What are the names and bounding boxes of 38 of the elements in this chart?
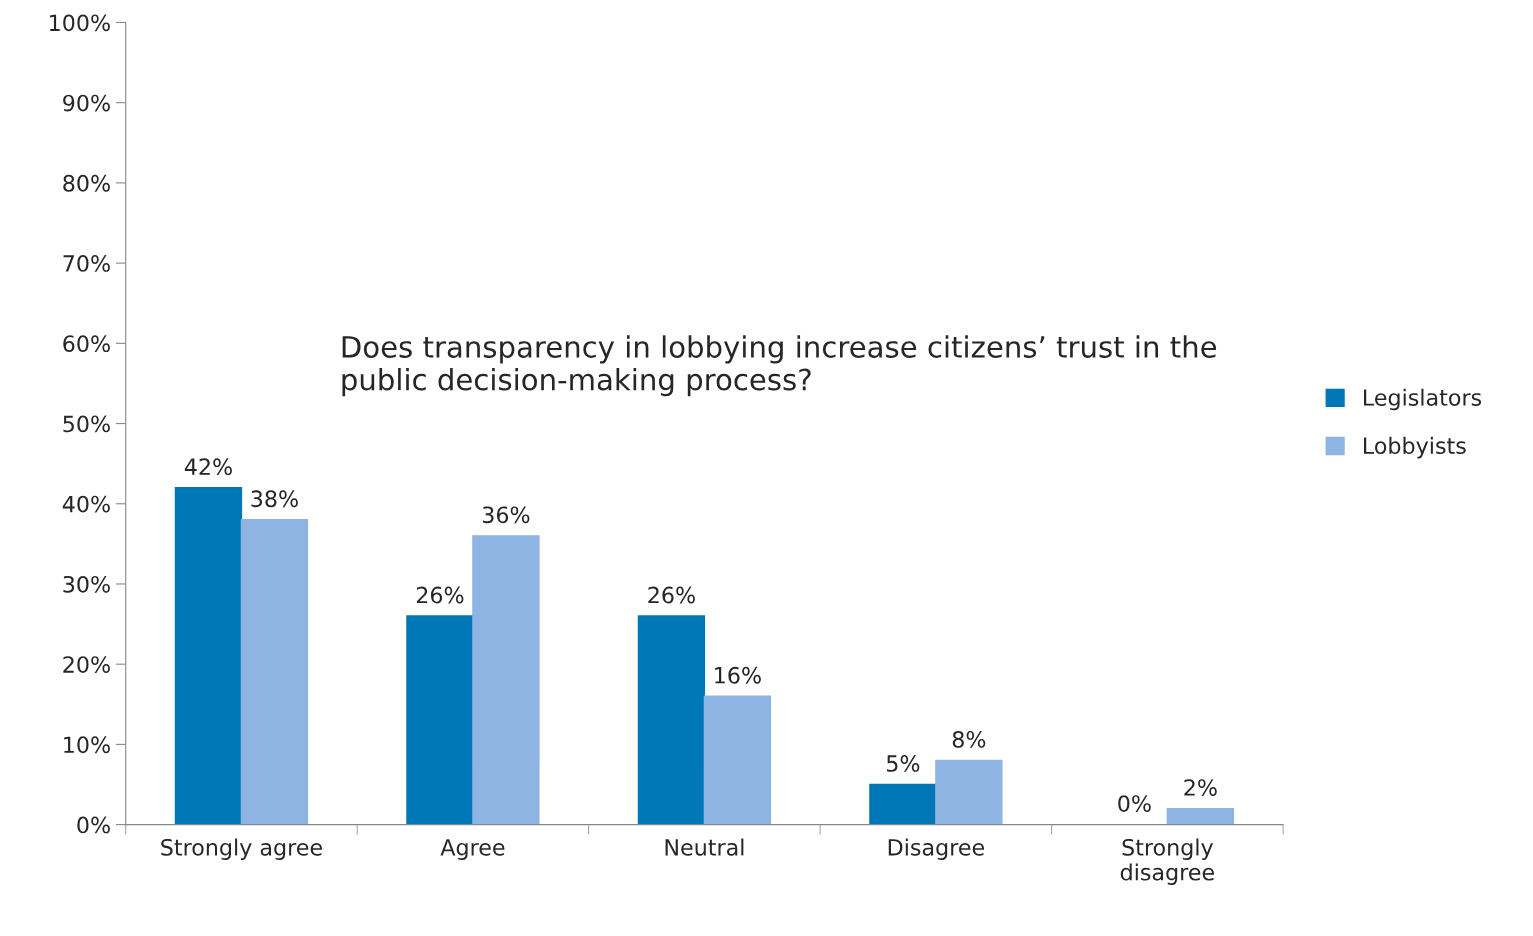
- legend-label: Legislators: [1364, 388, 1482, 411]
- y-tick-label: 20%: [63, 656, 110, 673]
- bar: [1166, 807, 1235, 825]
- y-tick-label: 0%: [77, 816, 110, 834]
- data-label: 2%: [1184, 779, 1217, 796]
- x-tick-label: Strongly disagree: [1120, 838, 1214, 885]
- bar: [174, 487, 243, 825]
- data-label: 5%: [887, 755, 920, 772]
- data-label: 16%: [715, 666, 761, 684]
- data-label: 38%: [251, 490, 298, 508]
- bar: [869, 783, 937, 825]
- x-tick-label: Strongly agree: [161, 838, 322, 861]
- bar: [406, 615, 474, 825]
- data-label: 0%: [1118, 795, 1151, 812]
- data-label: 26%: [648, 586, 695, 604]
- x-tick-label: Neutral: [665, 838, 744, 856]
- bar: [935, 759, 1003, 825]
- data-label: 36%: [482, 506, 530, 524]
- y-tick-label: 90%: [63, 94, 110, 112]
- x-tick-label: Agree: [440, 839, 505, 861]
- y-tick-label: 60%: [63, 335, 110, 353]
- bar: [472, 535, 540, 825]
- bar: [240, 519, 309, 825]
- legend-label: Lobbyists: [1364, 436, 1466, 459]
- y-tick-label: 70%: [63, 255, 110, 272]
- text: Does transparency in lobbying increase citizens’ trust in the public decision-making process?: [342, 335, 1217, 397]
- data-label: 8%: [952, 731, 986, 748]
- y-tick-label: 30%: [63, 575, 110, 593]
- y-tick-label: 100%: [50, 14, 110, 32]
- bar: [637, 615, 706, 825]
- y-tick-label: 40%: [62, 495, 110, 513]
- y-tick-label: 50%: [63, 415, 110, 433]
- y-tick-label: 10%: [64, 736, 110, 754]
- bar: [703, 695, 772, 825]
- data-label: 42%: [184, 458, 232, 476]
- data-label: 26%: [416, 586, 464, 604]
- x-tick-label: Disagree: [888, 838, 984, 861]
- y-tick-label: 80%: [63, 174, 110, 192]
